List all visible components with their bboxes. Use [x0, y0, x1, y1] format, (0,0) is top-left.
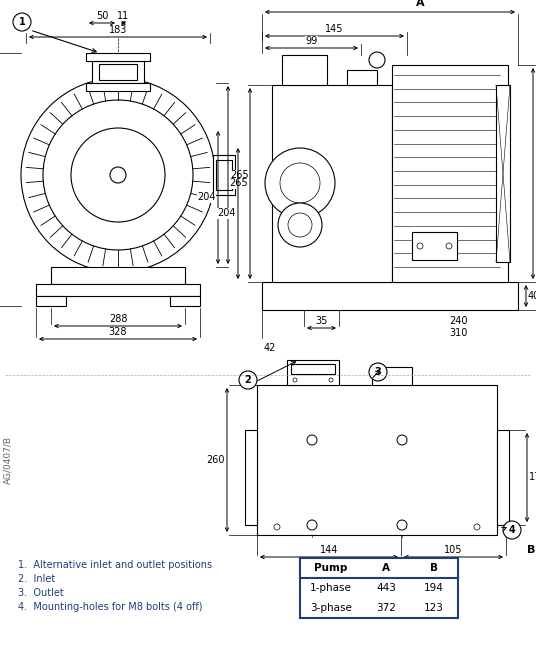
Text: Pump: Pump [314, 563, 348, 573]
Text: 50: 50 [96, 11, 108, 21]
Bar [257, 385, 497, 535]
Circle shape [369, 363, 387, 381]
Text: 1.  Alternative inlet and outlet positions: 1. Alternative inlet and outlet position… [18, 560, 212, 570]
Circle shape [265, 148, 335, 218]
Bar [216, 160, 232, 190]
Text: 3-phase: 3-phase [310, 603, 352, 613]
Text: AG/0407/B: AG/0407/B [4, 436, 12, 484]
Circle shape [288, 213, 312, 237]
Bar [245, 430, 257, 525]
Circle shape [110, 167, 126, 183]
Bar [300, 598, 458, 618]
Text: 310: 310 [450, 328, 468, 338]
Text: A: A [416, 0, 425, 8]
Bar [170, 296, 200, 306]
Bar [497, 430, 509, 525]
Circle shape [43, 100, 193, 250]
Text: 288: 288 [109, 314, 127, 324]
Text: 328: 328 [109, 327, 127, 337]
Bar [496, 85, 510, 262]
Bar [412, 232, 457, 260]
Circle shape [474, 524, 480, 530]
Circle shape [307, 435, 317, 445]
Circle shape [397, 435, 407, 445]
Circle shape [278, 203, 322, 247]
Bar [300, 558, 458, 618]
Text: 3: 3 [375, 367, 382, 377]
Bar [213, 155, 235, 195]
Bar [99, 64, 137, 80]
Circle shape [307, 520, 317, 530]
Bar [86, 83, 150, 91]
Text: 330: 330 [535, 169, 536, 179]
Bar [86, 53, 150, 61]
Bar [392, 65, 508, 282]
Circle shape [21, 78, 215, 272]
Text: 240: 240 [450, 316, 468, 326]
Bar [287, 360, 339, 385]
Bar [291, 364, 335, 374]
Text: 99: 99 [306, 36, 318, 46]
Text: 1-phase: 1-phase [310, 583, 352, 593]
Text: 443: 443 [376, 583, 396, 593]
Bar [51, 267, 185, 284]
Text: 42: 42 [264, 343, 276, 353]
Text: 1: 1 [19, 17, 25, 27]
Text: 144: 144 [320, 545, 338, 555]
Bar [36, 296, 66, 306]
Text: 4: 4 [509, 525, 516, 535]
Text: 3.  Outlet: 3. Outlet [18, 588, 64, 598]
Text: 194: 194 [424, 583, 444, 593]
Text: 176: 176 [529, 473, 536, 482]
Text: 123: 123 [424, 603, 444, 613]
Text: 11: 11 [117, 11, 130, 21]
Text: 183: 183 [109, 25, 127, 35]
Text: 40: 40 [528, 291, 536, 301]
Text: 105: 105 [444, 545, 463, 555]
Bar [262, 282, 518, 310]
Text: B: B [527, 545, 535, 555]
Circle shape [71, 128, 165, 222]
Text: 2: 2 [244, 375, 251, 385]
Text: 204: 204 [218, 208, 236, 219]
Text: 372: 372 [376, 603, 396, 613]
Circle shape [417, 243, 423, 249]
Bar [282, 55, 327, 85]
Bar [272, 85, 392, 282]
Text: 204: 204 [197, 192, 216, 202]
Text: 4.  Mounting-holes for M8 bolts (4 off): 4. Mounting-holes for M8 bolts (4 off) [18, 602, 203, 612]
Circle shape [369, 52, 385, 68]
Text: 2.  Inlet: 2. Inlet [18, 574, 55, 584]
Text: A: A [382, 563, 390, 573]
Circle shape [397, 520, 407, 530]
Text: 35: 35 [315, 316, 327, 326]
Bar [36, 284, 200, 296]
Text: 265: 265 [230, 170, 249, 180]
Circle shape [329, 378, 333, 382]
Bar [300, 578, 458, 598]
Bar [347, 70, 377, 85]
Bar [92, 61, 144, 83]
Circle shape [503, 521, 521, 539]
Circle shape [239, 371, 257, 389]
Text: 260: 260 [206, 455, 225, 465]
Bar [300, 558, 458, 578]
Circle shape [13, 13, 31, 31]
Circle shape [446, 243, 452, 249]
Text: B: B [430, 563, 438, 573]
Text: 145: 145 [325, 24, 344, 34]
Circle shape [293, 378, 297, 382]
Text: 265: 265 [229, 179, 248, 188]
Circle shape [280, 163, 320, 203]
Bar [372, 367, 412, 385]
Circle shape [274, 524, 280, 530]
